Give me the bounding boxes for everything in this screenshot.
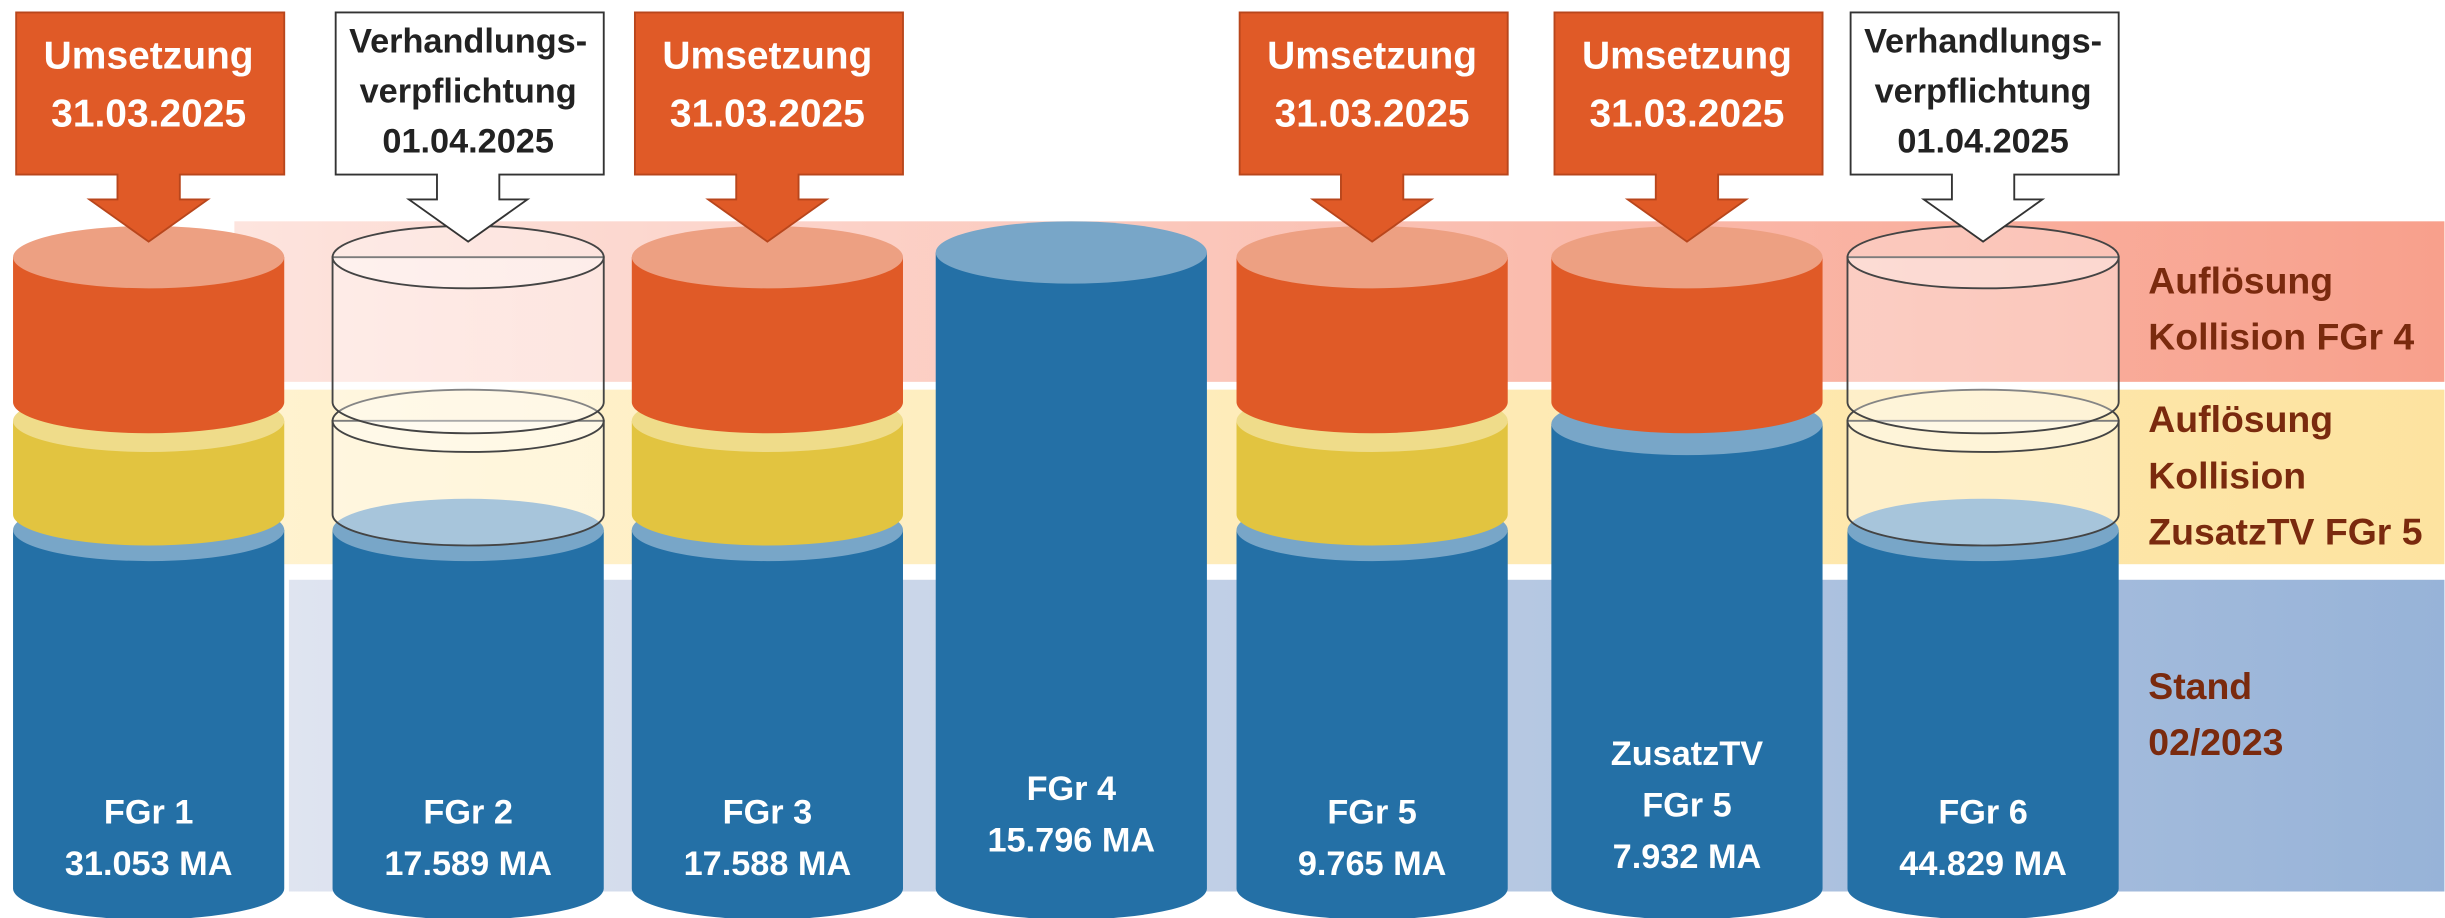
band-label: Kollision FGr 4 [2148,316,2414,358]
column-label: FGr 6 [1938,793,2028,831]
orange-cylinder-body [13,257,285,434]
column-label: 31.053 MA [65,845,233,883]
orange-cylinder-top [1551,225,1823,289]
callout-text: 01.04.2025 [382,122,554,160]
band-label: ZusatzTV FGr 5 [2148,510,2422,552]
yellow-cylinder-top [1846,388,2120,453]
callout [15,11,286,243]
blue-cylinder-body [13,529,285,918]
column-label: 7.932 MA [1613,838,1762,876]
callout-text: verpflichtung [360,73,577,111]
callout-text: 31.03.2025 [1275,92,1470,135]
callout-text: Verhandlungs- [1864,23,2102,61]
column-label: 17.589 MA [384,845,552,883]
orange-cylinder-body [1236,257,1508,434]
column-label: ZusatzTV [1611,735,1763,773]
callout [1238,11,1509,243]
band-label: 02/2023 [2148,721,2283,763]
callout [1849,11,2120,243]
blue-cylinder-top [1847,498,2119,562]
column-label: FGr 4 [1027,770,1117,808]
blue-cylinder-top [332,498,604,562]
callout-text: 01.04.2025 [1897,122,2068,160]
orange-cylinder-top [631,225,903,289]
callout-text: 31.03.2025 [1589,92,1784,135]
column-label: FGr 1 [104,793,194,831]
blue-cylinder-body [1551,423,1823,918]
yellow-cylinder-body [13,420,285,546]
callout [633,11,904,243]
orange-cylinder-top [1236,225,1508,289]
orange-cylinder-body [1846,256,2120,435]
yellow-cylinder-body [631,420,903,546]
blue-cylinder-top [935,221,1207,284]
yellow-cylinder-body [1236,420,1508,546]
column-label: 17.588 MA [684,845,852,883]
blue-cylinder-body [1236,529,1508,918]
orange-cylinder-top [13,225,285,289]
column-label: FGr 5 [1327,793,1417,831]
band-label: Stand [2148,665,2252,707]
callout-text: Verhandlungs- [349,23,587,61]
blue-cylinder-body [332,529,604,918]
yellow-cylinder-top [331,388,605,453]
callout-text: Umsetzung [662,35,872,78]
band-label: Auflösung [2148,398,2333,440]
orange-cylinder-body [331,256,605,435]
callout [1553,11,1824,243]
band-label: Kollision [2148,454,2306,496]
blue-cylinder-body [935,252,1207,918]
callout-text: verpflichtung [1875,73,2092,111]
column-label: FGr 3 [723,793,813,831]
yellow-cylinder-body [1846,419,2120,547]
orange-cylinder-body [1551,257,1823,434]
column-label: 9.765 MA [1298,845,1447,883]
column-label: FGr 2 [423,793,513,831]
callout-text: Umsetzung [44,35,254,78]
callout [334,11,605,243]
blue-cylinder-body [1847,529,2119,918]
column-label: 15.796 MA [988,821,1156,859]
callout-text: 31.03.2025 [51,92,246,135]
blue-cylinder-body [631,529,903,918]
callout-text: Umsetzung [1582,35,1792,78]
callout-text: 31.03.2025 [670,92,865,135]
yellow-cylinder-body [331,419,605,547]
orange-cylinder-body [631,257,903,434]
column-label: 44.829 MA [1899,845,2067,883]
band-label: Auflösung [2148,260,2333,302]
column-label: FGr 5 [1642,786,1732,824]
callout-text: Umsetzung [1267,35,1477,78]
